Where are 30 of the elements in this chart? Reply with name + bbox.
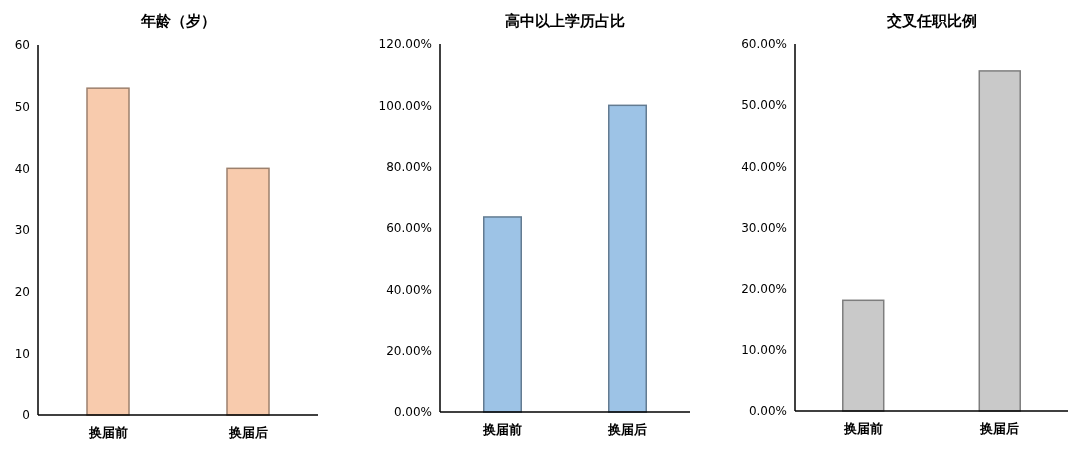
y-tick-label: 50 — [14, 99, 30, 114]
y-tick-label: 0.00% — [748, 404, 787, 419]
y-tick-label: 20 — [14, 284, 30, 299]
y-tick-label: 100.00% — [378, 98, 432, 113]
y-tick-label: 40.00% — [386, 282, 432, 297]
y-tick-label: 30.00% — [741, 220, 787, 235]
y-tick-label: 20.00% — [741, 281, 787, 296]
y-tick-label: 20.00% — [386, 343, 432, 358]
y-tick-label: 80.00% — [386, 159, 432, 174]
y-tick-label: 60 — [14, 38, 30, 53]
y-tick-label: 0 — [22, 408, 30, 423]
y-tick-label: 30 — [14, 223, 30, 238]
x-tick-label: 换届后 — [979, 421, 1020, 436]
y-tick-label: 50.00% — [741, 98, 787, 113]
x-tick-label: 换届前 — [842, 421, 883, 436]
chart-title: 高中以上学历占比 — [505, 12, 625, 30]
y-tick-label: 40.00% — [741, 159, 787, 174]
x-tick-label: 换届后 — [227, 425, 268, 440]
chart-title: 年龄（岁） — [139, 12, 216, 30]
x-tick-label: 换届前 — [87, 425, 128, 440]
y-tick-label: 10.00% — [741, 343, 787, 358]
y-tick-label: 0.00% — [393, 405, 432, 420]
x-tick-label: 换届后 — [607, 422, 647, 437]
chart-title: 交叉任职比例 — [885, 12, 977, 30]
y-tick-label: 40 — [14, 161, 30, 176]
y-tick-label: 120.00% — [378, 37, 432, 52]
y-tick-label: 60.00% — [741, 37, 787, 52]
y-tick-label: 10 — [14, 346, 30, 361]
y-tick-label: 60.00% — [386, 221, 432, 236]
x-tick-label: 换届前 — [482, 422, 522, 437]
